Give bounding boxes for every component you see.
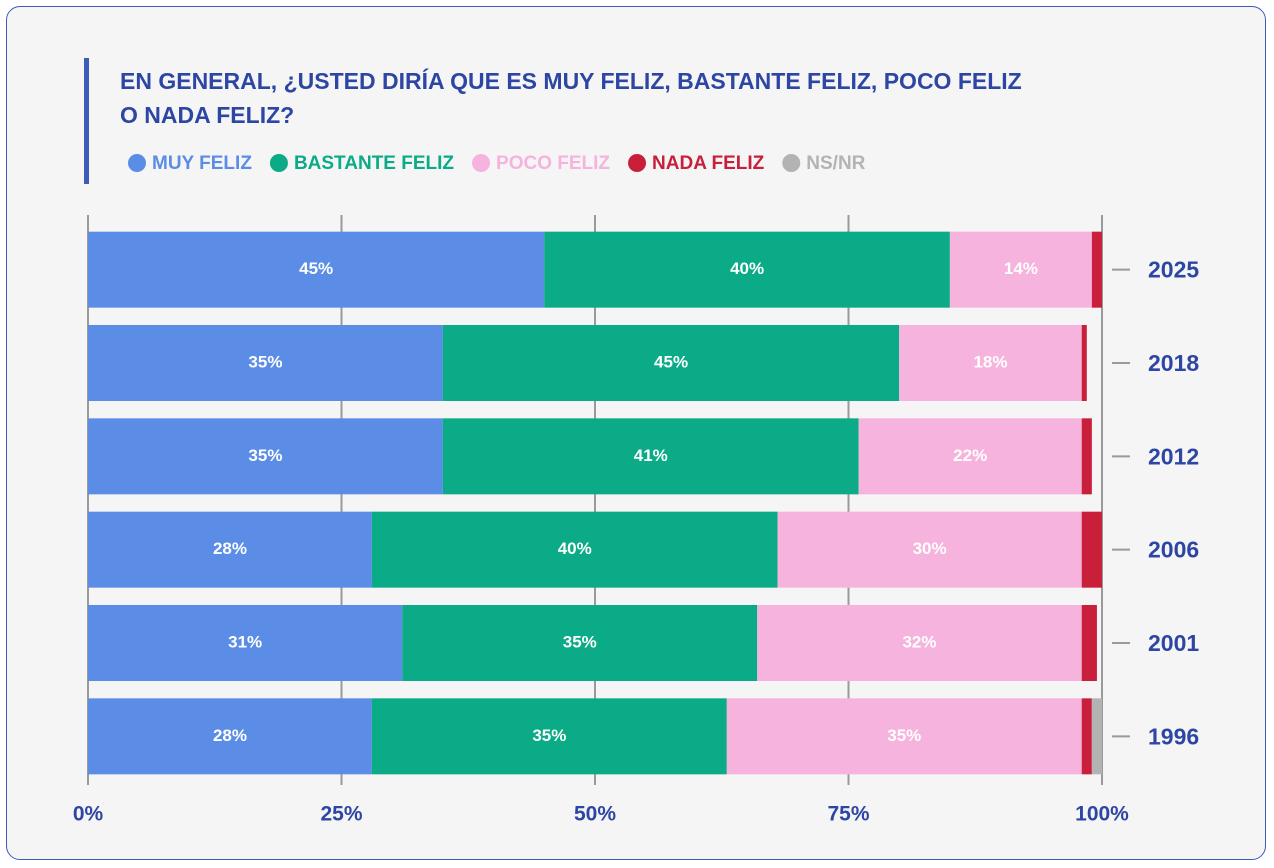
- data-label: 31%: [228, 632, 262, 651]
- legend-marker: [628, 154, 647, 172]
- legend-marker: [128, 154, 146, 172]
- bar-segment: [777, 511, 1082, 588]
- accent-bar: [84, 58, 89, 184]
- bar-segment: [371, 511, 778, 588]
- data-label: 14%: [1004, 259, 1038, 278]
- bar-segment: [442, 325, 900, 401]
- y-tick-label: 2012: [1148, 443, 1199, 469]
- bar-segment: [88, 418, 443, 495]
- data-label: 35%: [248, 352, 282, 371]
- x-tick-label: 25%: [320, 803, 362, 826]
- bar-segment: [757, 605, 1082, 681]
- bar-segment: [1091, 698, 1102, 775]
- data-label: 32%: [902, 632, 936, 651]
- data-label: 45%: [299, 259, 333, 278]
- data-label: 22%: [953, 446, 987, 465]
- bar-segment: [88, 605, 403, 681]
- bar-segment: [1081, 605, 1097, 681]
- y-tick-label: 2001: [1148, 630, 1199, 656]
- data-label: 41%: [634, 446, 668, 465]
- data-label: 45%: [654, 352, 688, 371]
- data-label: 40%: [558, 539, 592, 558]
- x-tick-label: 75%: [827, 803, 869, 826]
- y-tick-label: 2006: [1148, 537, 1199, 563]
- legend-label: BASTANTE FELIZ: [294, 153, 454, 174]
- legend-label: NS/NR: [806, 153, 865, 174]
- data-label: 35%: [563, 632, 597, 651]
- bar-segment: [88, 325, 443, 401]
- y-tick-label: 2018: [1148, 350, 1199, 376]
- bar-segment: [88, 231, 545, 308]
- x-tick-label: 100%: [1075, 803, 1129, 826]
- legend-label: NADA FELIZ: [652, 153, 765, 174]
- legend-marker: [782, 154, 801, 172]
- data-label: 35%: [887, 726, 921, 745]
- bar-segment: [1081, 418, 1092, 495]
- legend-marker: [472, 154, 491, 172]
- bar-segment: [88, 511, 372, 588]
- chart-title: EN GENERAL, ¿USTED DIRÍA QUE ES MUY FELI…: [120, 68, 1022, 128]
- data-label: 35%: [248, 446, 282, 465]
- bar-segment: [371, 698, 727, 775]
- bar-segment: [858, 418, 1082, 495]
- data-label: 18%: [973, 352, 1007, 371]
- bar-segment: [726, 698, 1082, 775]
- legend-label: MUY FELIZ: [152, 153, 252, 174]
- x-tick-label: 50%: [574, 803, 616, 826]
- legend-label: POCO FELIZ: [496, 153, 610, 174]
- bar-segment: [1081, 511, 1102, 588]
- bar-segment: [442, 418, 859, 495]
- data-label: 28%: [213, 726, 247, 745]
- data-label: 40%: [730, 259, 764, 278]
- bar-segment: [949, 231, 1092, 308]
- x-tick-label: 0%: [73, 803, 104, 826]
- bar-segment: [544, 231, 950, 308]
- legend-marker: [269, 154, 288, 172]
- bar-segment: [88, 698, 372, 775]
- bar-segment: [1081, 698, 1092, 775]
- data-label: 28%: [213, 539, 247, 558]
- bar-segment: [899, 325, 1082, 401]
- data-label: 30%: [913, 539, 947, 558]
- y-tick-label: 1996: [1148, 723, 1199, 749]
- data-label: 35%: [532, 726, 566, 745]
- bar-segment: [1081, 325, 1087, 401]
- bar-segment: [402, 605, 758, 681]
- y-tick-label: 2025: [1148, 257, 1199, 283]
- bar-segment: [1091, 231, 1102, 308]
